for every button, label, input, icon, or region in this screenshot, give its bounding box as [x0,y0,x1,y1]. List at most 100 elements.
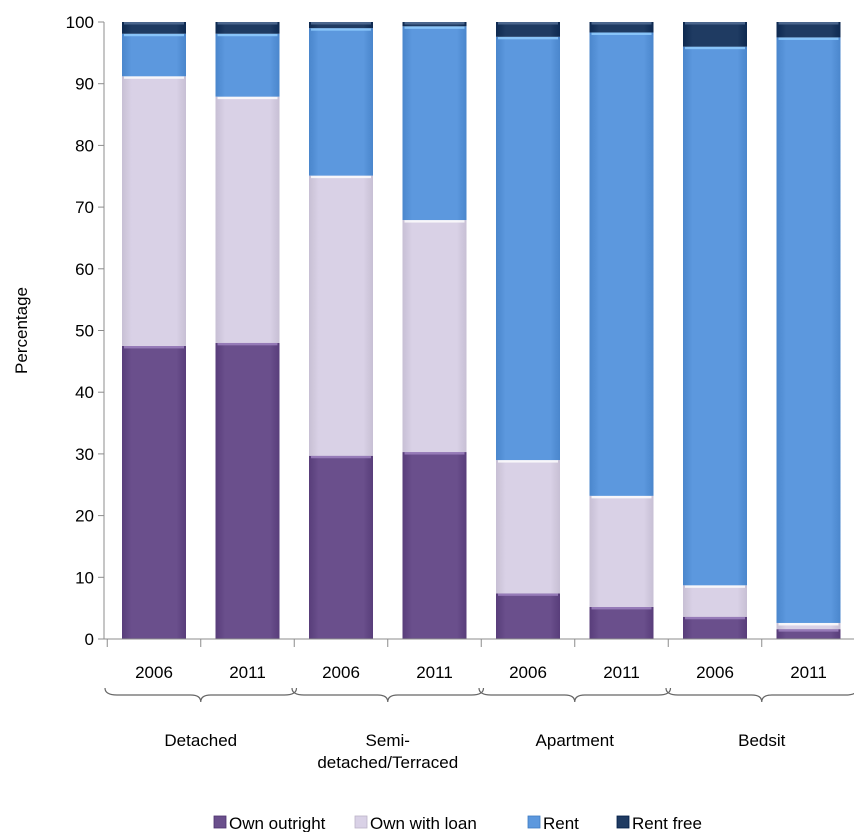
group-brace [104,687,298,703]
bar-segment-highlight [404,220,465,223]
bar-segment-own-outright [215,342,280,639]
bar-segment-rent-free [776,22,841,38]
y-tick-label: 0 [85,630,94,649]
legend-label: Own outright [229,814,326,832]
bar-segment-highlight [124,33,184,37]
bar-segment-highlight [124,345,184,349]
bar-segment-highlight [311,455,371,459]
legend-swatch [354,815,368,829]
legend: Own outright Own with loan Rent Rent free [213,814,702,832]
bar-segment-own-with-loan [402,220,467,453]
legend-label: Rent [543,814,579,832]
bar-segment-highlight [498,36,558,40]
bars-layer [122,22,841,639]
x-tick-label: 2006 [322,663,360,682]
bar-segment-own-with-loan [776,622,841,630]
group-brace [478,687,672,703]
y-tick-label: 80 [75,136,94,155]
legend-label: Rent free [632,814,702,832]
bar-segment-highlight [311,175,371,179]
bar-segment-highlight [498,22,558,25]
bar-segment-rent [496,36,560,461]
bar-segment-highlight [685,22,745,25]
bar-segment-rent [589,32,654,496]
bar-segment-highlight [404,26,465,29]
legend-label: Own with loan [370,814,477,832]
y-tick-label: 30 [75,445,94,464]
x-tick-label: 2006 [509,663,547,682]
bar-segment-rent-free [122,22,186,34]
x-tick-label: 2006 [696,663,734,682]
bar-segment-highlight [404,452,465,455]
bar-segment-highlight [124,22,184,25]
group-brace [665,687,854,703]
bar-segment-own-with-loan [683,585,747,617]
legend-swatch [527,815,541,829]
y-tick-label: 40 [75,383,94,402]
bar-segment-highlight [778,622,839,626]
bar-segment-highlight [498,593,558,596]
group-label: Bedsit [738,731,786,750]
bar-segment-rent [683,46,747,586]
group-label: Apartment [536,731,615,750]
bar-segment-highlight [685,585,745,588]
x-tick-label: 2006 [135,663,173,682]
bar-segment-own-with-loan [589,495,654,607]
group-label: Semi-detached/Terraced [317,731,458,772]
bar-segment-highlight [778,629,839,632]
y-tick-label: 20 [75,507,94,526]
bar-segment-rent [122,33,186,77]
bar-segment-highlight [311,28,371,31]
y-tick-label: 100 [66,13,94,32]
y-tick-label: 10 [75,568,94,587]
bar-segment-highlight [591,606,652,610]
bar-segment-rent [402,26,467,221]
bar-segment-highlight [685,46,745,50]
y-tick-label: 90 [75,75,94,94]
bar-segment-highlight [217,342,278,346]
bar-segment-highlight [311,22,371,25]
group-label: Detached [164,731,237,750]
y-axis-title: Percentage [12,287,31,374]
bar-segment-own-with-loan [215,96,280,343]
bar-segment-own-outright [776,629,841,639]
bar-segment-highlight [591,32,652,35]
bar-segment-highlight [217,96,278,100]
axis-layer: 0 10 20 30 40 50 60 70 80 90 100 [66,13,854,649]
bar-segment-highlight [217,33,278,37]
bar-segment-own-with-loan [122,76,186,346]
x-tick-label: 2011 [416,663,453,682]
y-tick-label: 60 [75,260,94,279]
bar-segment-own-outright [309,455,373,639]
bar-segment-rent-free [309,22,373,29]
bar-segment-own-with-loan [309,175,373,456]
bar-segment-own-outright [496,593,560,639]
bar-segment-rent-free [215,22,280,34]
legend-swatch [213,815,227,829]
y-tick-label: 50 [75,322,94,341]
bar-segment-highlight [124,76,184,79]
bar-segment-own-outright [589,606,654,639]
bar-segment-own-outright [122,345,186,639]
bar-segment-own-outright [683,616,747,639]
bar-segment-highlight [591,22,652,25]
x-tick-label: 2011 [603,663,640,682]
bar-segment-highlight [778,22,839,25]
bar-segment-highlight [591,495,652,499]
bar-segment-rent [776,37,841,623]
x-tick-label: 2011 [229,663,266,682]
bar-segment-rent [215,33,280,97]
bar-segment-own-with-loan [496,460,560,594]
bar-segment-own-outright [402,452,467,639]
bar-segment-rent-free [589,22,654,33]
y-tick-label: 70 [75,198,94,217]
bar-segment-highlight [217,22,278,25]
bar-segment-rent [309,28,373,176]
bar-segment-highlight [498,460,558,463]
group-brace [291,687,485,703]
bar-segment-highlight [404,22,465,25]
bar-segment-highlight [778,37,839,40]
bar-segment-highlight [685,616,745,620]
